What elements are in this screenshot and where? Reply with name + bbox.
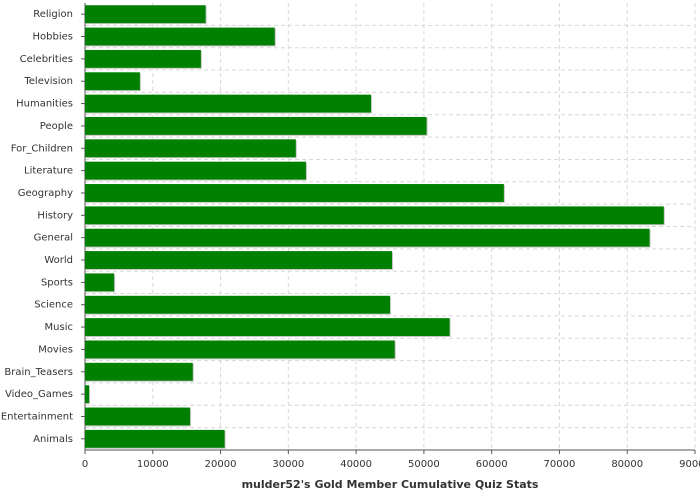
y-tick-label: Television [23,76,73,87]
bar [85,295,390,314]
y-tick-label: Brain_Teasers [4,367,73,378]
bar [85,161,306,180]
y-tick-label: Animals [33,434,73,445]
x-tick-label: 60000 [476,459,508,470]
bar [85,139,296,158]
y-tick-label: Geography [18,188,73,199]
x-tick-label: 50000 [408,459,440,470]
bar [85,72,140,91]
x-tick-label: 90000 [679,459,700,470]
bar [85,318,450,337]
bar [85,251,393,269]
bar [85,116,427,135]
y-tick-label: Hobbies [33,32,73,43]
y-tick-label: Literature [24,166,73,177]
bar [85,407,191,426]
bar [85,206,664,225]
bar [85,429,225,448]
bar [85,385,90,404]
bar [85,184,504,202]
y-tick-label: Celebrities [20,54,73,65]
x-tick-label: 30000 [272,459,304,470]
y-tick-label: Music [45,322,73,333]
y-tick-label: Entertainment [1,411,73,422]
x-tick-label: 80000 [611,459,643,470]
bar [85,340,395,359]
y-tick-label: General [34,233,73,244]
y-tick-label: World [44,255,73,266]
bar [85,273,115,292]
bar [85,362,193,381]
y-tick-label: Science [34,300,73,311]
y-tick-label: Humanities [16,99,73,110]
y-tick-label: History [37,210,73,221]
y-tick-label: People [40,121,73,132]
x-tick-label: 0 [82,459,88,470]
x-tick-label: 20000 [205,459,237,470]
x-tick-label: 10000 [137,459,169,470]
y-tick-label: Religion [33,9,73,20]
chart-title: mulder52's Gold Member Cumulative Quiz S… [242,478,539,491]
bar [85,94,372,113]
x-tick-label: 40000 [340,459,372,470]
bar [85,228,650,247]
bar [85,27,275,46]
y-tick-label: Sports [41,277,73,288]
y-tick-label: For_Children [11,143,73,154]
x-tick-label: 70000 [544,459,576,470]
y-tick-label: Video_Games [5,389,73,400]
bar [85,49,201,68]
y-tick-label: Movies [38,344,73,355]
bar [85,5,206,24]
